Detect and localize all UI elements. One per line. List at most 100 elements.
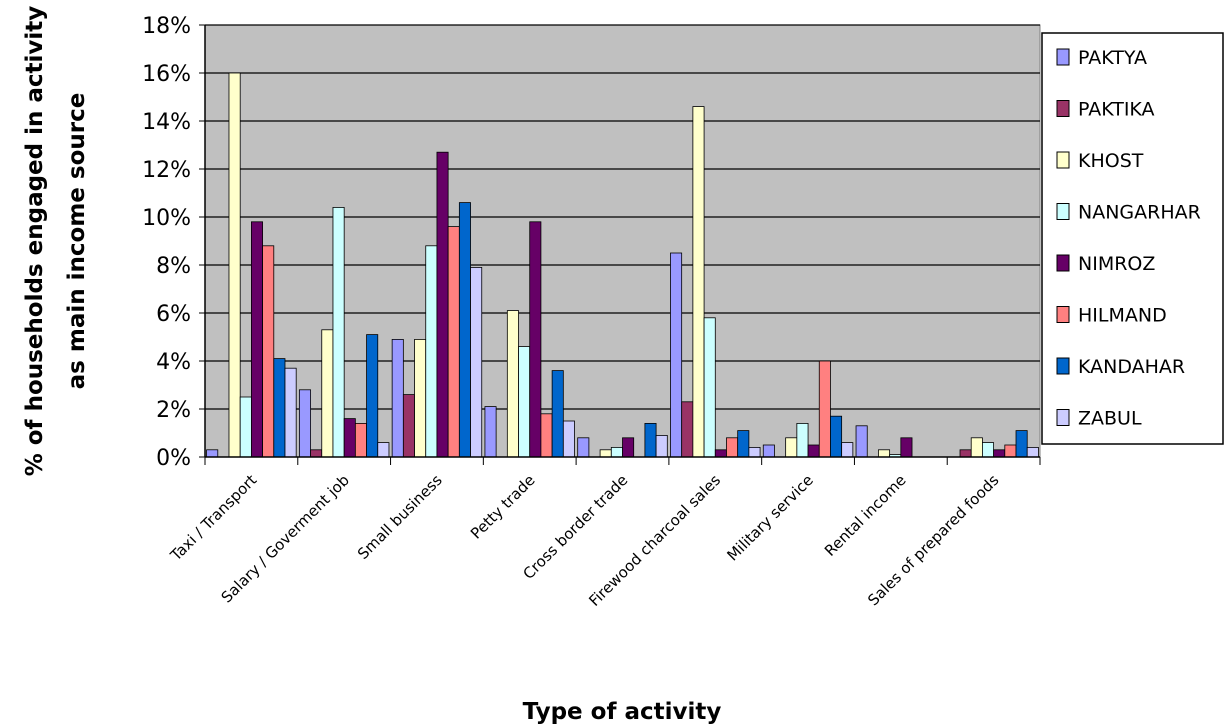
bar-nimroz-2 [436,151,449,458]
axes [204,25,1040,458]
bar-paktya-5 [670,252,683,458]
legend-swatch [1056,357,1070,375]
y-tick-labels: 0% 2% 4% 6% 8% 10% 12% 14% 16% 18% [142,14,205,471]
x-tick-label: Taxi / Transport [166,471,260,565]
bar-paktya-6 [762,444,775,458]
bar-nangarhar-4 [610,446,623,458]
bar-zabul-3 [562,420,575,458]
bar-paktika-8 [959,449,972,458]
bar-hilmand-1 [354,422,367,458]
bar-zabul-1 [377,442,390,458]
bar-hilmand-3 [540,413,553,458]
legend-swatch [1056,254,1070,272]
bar-paktya-3 [484,406,497,458]
y-tick-label: 18% [142,14,191,39]
bar-kandahar-5 [737,430,750,458]
legend: PAKTYA PAKTIKA KHOST NANGARHAR NIMROZ HILMAND… [1041,32,1224,445]
y-tick-label: 12% [142,158,191,183]
bar-paktya-4 [577,437,590,458]
bar-nimroz-7 [900,437,913,458]
bar-kandahar-6 [830,415,843,458]
legend-label: HILMAND [1078,305,1167,327]
bar-nangarhar-0 [239,396,252,458]
bar-paktika-1 [310,449,323,458]
bar-paktika-2 [402,394,415,458]
y-tick-label: 0% [156,446,191,471]
bar-khost-2 [414,338,427,458]
bar-zabul-5 [748,446,761,458]
bar-zabul-8 [1026,446,1039,458]
y-tick-label: 10% [142,206,191,231]
legend-swatch [1056,151,1070,169]
bar-nimroz-5 [714,449,727,458]
x-tick-label: Petty trade [467,471,539,543]
bar-paktya-0 [206,449,219,458]
bar-zabul-6 [841,442,854,458]
legend-label: PAKTYA [1078,47,1147,69]
x-tick-label: Small business [354,471,446,563]
bar-nimroz-6 [807,444,820,458]
bar-khost-4 [599,449,612,458]
bar-kandahar-1 [366,334,379,458]
legend-box [1041,32,1224,445]
legend-label: KANDAHAR [1078,356,1185,378]
legend-swatch [1056,203,1070,220]
bar-hilmand-8 [1004,444,1017,458]
x-tick-label: Military service [724,471,817,564]
y-axis-title-line1: % of households engaged in activity [22,6,48,477]
y-tick-label: 6% [156,302,191,327]
y-tick-label: 16% [142,62,191,87]
bar-nimroz-0 [250,221,263,458]
bar-kandahar-0 [273,358,286,458]
bar-zabul-4 [655,434,668,458]
bar-nimroz-1 [343,418,356,458]
x-axis-title: Type of activity [523,699,722,725]
y-tick-label: 2% [156,398,191,423]
y-tick-label: 8% [156,254,191,279]
y-tick-label: 14% [142,110,191,135]
bar-nangarhar-2 [425,245,438,458]
legend-swatch [1056,409,1070,426]
bar-nangarhar-5 [703,317,716,458]
y-tick-label: 4% [156,350,191,375]
bars [206,72,1039,458]
legend-swatch [1056,48,1070,66]
bar-kandahar-3 [551,370,564,458]
bar-hilmand-5 [726,437,739,458]
bar-khost-1 [321,329,334,458]
bar-paktika-5 [681,401,694,458]
bar-paktya-7 [855,425,868,458]
bar-nimroz-4 [622,437,635,458]
bar-hilmand-6 [818,360,831,458]
bar-khost-5 [692,106,705,458]
bar-khost-7 [878,449,891,458]
bar-zabul-2 [470,266,483,458]
bar-nangarhar-1 [332,206,345,458]
x-tick-label: Cross border trade [519,471,631,583]
y-axis-title-line2: as main income source [64,93,90,390]
bar-nangarhar-6 [796,422,809,458]
bar-khost-0 [228,72,241,458]
bar-nimroz-3 [529,221,542,458]
bar-nangarhar-8 [982,442,995,458]
legend-label: NIMROZ [1078,253,1155,275]
bar-kandahar-8 [1015,430,1028,458]
x-tick-label: Rental income [821,471,910,560]
bar-kandahar-4 [644,422,657,458]
bar-khost-6 [785,437,798,458]
bar-hilmand-2 [447,226,460,458]
legend-swatch [1056,306,1070,323]
legend-label: KHOST [1078,150,1144,172]
bar-paktya-1 [298,389,311,458]
bar-hilmand-0 [262,245,275,458]
legend-swatch [1056,100,1070,117]
legend-label: ZABUL [1078,408,1142,430]
bar-kandahar-2 [458,202,471,458]
legend-label: NANGARHAR [1078,202,1201,224]
bar-nimroz-8 [993,449,1006,458]
bar-nangarhar-3 [518,346,531,458]
bar-paktya-2 [391,338,404,458]
bar-khost-3 [506,310,519,458]
